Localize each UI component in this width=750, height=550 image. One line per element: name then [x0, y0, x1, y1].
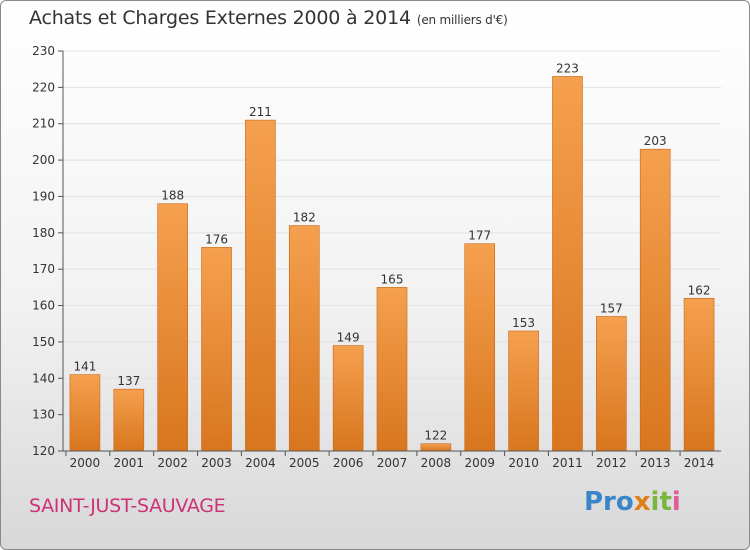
y-tick-label: 180 [32, 226, 55, 240]
data-label: 203 [644, 134, 667, 148]
y-tick-label: 220 [32, 80, 55, 94]
data-label: 188 [161, 189, 184, 203]
bar[interactable] [245, 119, 276, 452]
x-tick-label: 2000 [70, 456, 101, 470]
data-label: 211 [249, 105, 272, 119]
x-tick-label: 2011 [552, 456, 583, 470]
chart-title: Achats et Charges Externes 2000 à 2014 (e… [29, 7, 508, 29]
x-tick-label: 2009 [464, 456, 495, 470]
bar[interactable] [201, 247, 232, 452]
x-tick-label: 2012 [596, 456, 627, 470]
x-tick-label: 2013 [640, 456, 671, 470]
y-tick-label: 160 [32, 299, 55, 313]
city-name: SAINT-JUST-SAUVAGE [29, 495, 226, 517]
data-label: 182 [293, 211, 316, 225]
y-tick-label: 230 [32, 44, 55, 58]
data-label: 162 [688, 283, 711, 297]
bar[interactable] [683, 297, 715, 452]
bar[interactable] [639, 148, 671, 452]
bar[interactable] [420, 443, 452, 452]
x-tick-label: 2002 [157, 456, 188, 470]
data-label: 176 [205, 232, 228, 246]
bar[interactable] [157, 203, 188, 452]
bar[interactable] [69, 374, 101, 452]
data-label: 149 [337, 331, 360, 345]
logo-part-1: Pro [584, 487, 634, 517]
x-tick-label: 2004 [245, 456, 276, 470]
proxiti-logo[interactable]: Proxiti [584, 487, 681, 517]
x-tick-label: 2005 [289, 456, 320, 470]
bar[interactable] [332, 345, 364, 452]
x-tick-label: 2008 [421, 456, 452, 470]
y-tick-label: 120 [32, 444, 55, 458]
y-tick-label: 210 [32, 117, 55, 131]
data-label: 137 [117, 374, 140, 388]
data-label: 177 [468, 229, 491, 243]
x-tick-label: 2001 [114, 456, 145, 470]
chart-unit: (en milliers d'€) [416, 13, 508, 27]
x-tick-label: 2007 [377, 456, 408, 470]
x-tick-label: 2003 [201, 456, 232, 470]
bar[interactable] [508, 330, 539, 452]
x-tick-label: 2006 [333, 456, 364, 470]
y-tick-label: 140 [32, 371, 55, 385]
bar[interactable] [464, 243, 496, 452]
x-tick-label: 2014 [684, 456, 715, 470]
data-label: 122 [424, 429, 447, 443]
data-label: 223 [556, 61, 579, 75]
data-label: 141 [73, 360, 96, 374]
logo-part-4: i [671, 487, 681, 517]
y-tick-label: 200 [32, 153, 55, 167]
chart-title-text: Achats et Charges Externes 2000 à 2014 [29, 7, 411, 29]
y-tick-label: 130 [32, 408, 55, 422]
bar[interactable] [288, 225, 320, 452]
y-tick-label: 150 [32, 335, 55, 349]
y-tick-label: 190 [32, 189, 55, 203]
bar[interactable] [376, 287, 408, 452]
logo-part-2: x [633, 487, 651, 517]
y-tick-label: 170 [32, 262, 55, 276]
data-label: 153 [512, 316, 535, 330]
bar[interactable] [113, 388, 145, 452]
bar[interactable] [596, 316, 627, 452]
x-tick-label: 2010 [508, 456, 539, 470]
bar[interactable] [552, 76, 583, 452]
data-label: 157 [600, 301, 623, 315]
data-label: 165 [381, 272, 404, 286]
logo-part-3: it [650, 487, 672, 517]
